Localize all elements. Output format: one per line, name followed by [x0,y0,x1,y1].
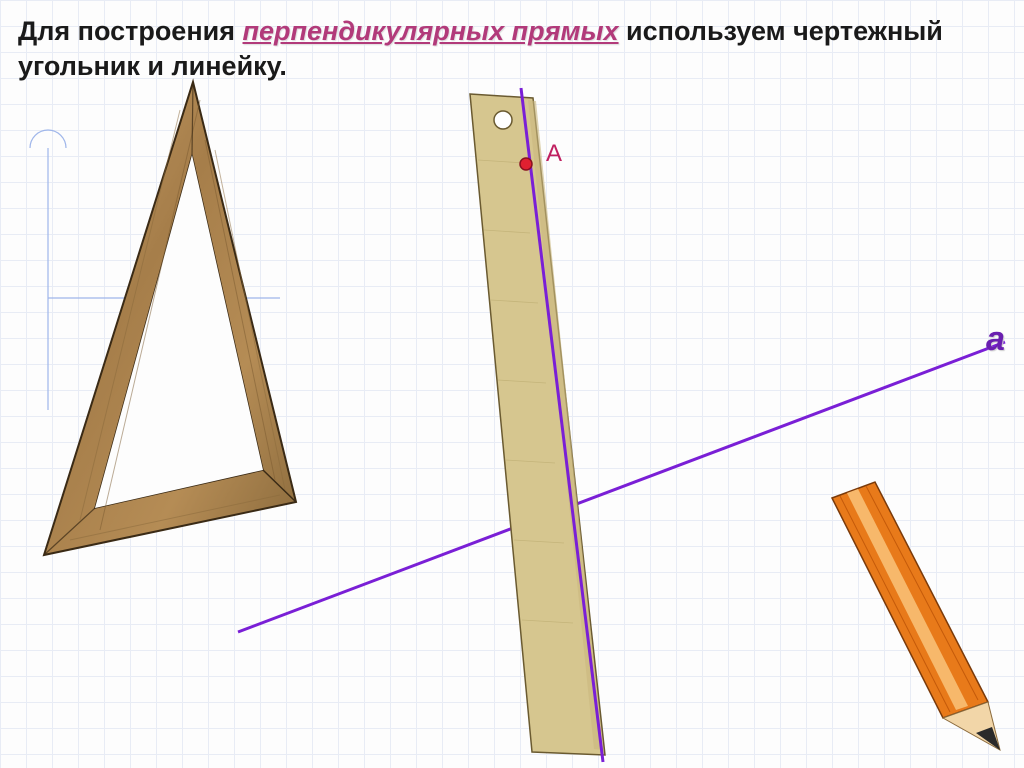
grid-background [0,0,1024,768]
heading-emphasis: перпендикулярных прямых [243,16,619,46]
heading-prefix: Для построения [18,16,243,46]
line-a-label: a [986,320,1005,359]
instruction-heading: Для построения перпендикулярных прямых и… [18,14,1024,84]
point-a-label: А [546,140,562,168]
